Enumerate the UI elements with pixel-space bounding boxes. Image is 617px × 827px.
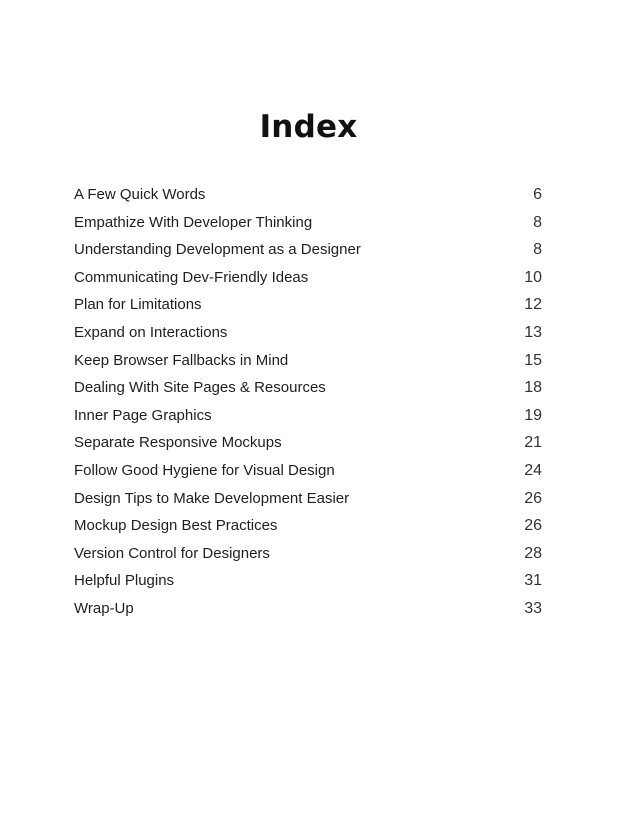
entry-title: A Few Quick Words — [74, 186, 206, 203]
entry-page-number: 19 — [524, 406, 542, 424]
index-entry: Mockup Design Best Practices 26 — [74, 512, 542, 540]
entry-title: Understanding Development as a Designer — [74, 241, 361, 259]
entry-page-number: 8 — [533, 213, 542, 231]
entry-title: Wrap-Up — [74, 599, 134, 617]
index-list: A Few Quick Words 6 Empathize With Devel… — [74, 181, 542, 623]
entry-title: Communicating Dev-Friendly Ideas — [74, 268, 309, 286]
entry-title: Follow Good Hygiene for Visual Design — [74, 461, 335, 479]
entry-page-number: 26 — [524, 517, 542, 535]
entry-page-number: 10 — [524, 268, 542, 286]
index-entry: Inner Page Graphics 19 — [74, 402, 542, 430]
entry-page-number: 31 — [524, 572, 542, 590]
entry-title: Separate Responsive Mockups — [74, 434, 282, 452]
entry-page-number: 8 — [533, 241, 542, 259]
index-entry: Empathize With Developer Thinking 8 — [74, 209, 542, 237]
index-entry: Separate Responsive Mockups 21 — [74, 429, 542, 457]
index-entry: Plan for Limitations 12 — [74, 291, 542, 319]
entry-page-number: 21 — [524, 434, 542, 452]
entry-title: Expand on Interactions — [74, 323, 228, 341]
index-entry: Communicating Dev-Friendly Ideas 10 — [74, 264, 542, 292]
index-entry: Keep Browser Fallbacks in Mind 15 — [74, 347, 542, 375]
page-title: Index — [259, 108, 358, 145]
entry-page-number: 12 — [524, 296, 542, 314]
index-entry: Wrap-Up 33 — [74, 595, 542, 623]
index-entry: Helpful Plugins 31 — [74, 567, 542, 595]
entry-page-number: 6 — [533, 186, 542, 203]
entry-page-number: 15 — [524, 351, 542, 369]
entry-page-number: 13 — [524, 323, 542, 341]
index-entry: A Few Quick Words 6 — [74, 181, 542, 209]
entry-page-number: 24 — [524, 461, 542, 479]
entry-title: Dealing With Site Pages & Resources — [74, 379, 326, 397]
entry-title: Helpful Plugins — [74, 572, 175, 590]
entry-title: Version Control for Designers — [74, 544, 270, 562]
index-entry: Version Control for Designers 28 — [74, 540, 542, 568]
entry-title: Keep Browser Fallbacks in Mind — [74, 351, 289, 369]
index-entry: Understanding Development as a Designer … — [74, 236, 542, 264]
index-entry: Dealing With Site Pages & Resources 18 — [74, 374, 542, 402]
entry-page-number: 18 — [524, 379, 542, 397]
entry-page-number: 28 — [524, 544, 542, 562]
index-entry: Expand on Interactions 13 — [74, 319, 542, 347]
entry-page-number: 33 — [524, 599, 542, 617]
entry-title: Inner Page Graphics — [74, 406, 212, 424]
index-entry: Follow Good Hygiene for Visual Design 24 — [74, 457, 542, 485]
entry-page-number: 26 — [524, 489, 542, 507]
entry-title: Design Tips to Make Development Easier — [74, 489, 350, 507]
index-entry: Design Tips to Make Development Easier 2… — [74, 485, 542, 513]
entry-title: Mockup Design Best Practices — [74, 517, 278, 535]
entry-title: Plan for Limitations — [74, 296, 202, 314]
entry-title: Empathize With Developer Thinking — [74, 213, 313, 231]
